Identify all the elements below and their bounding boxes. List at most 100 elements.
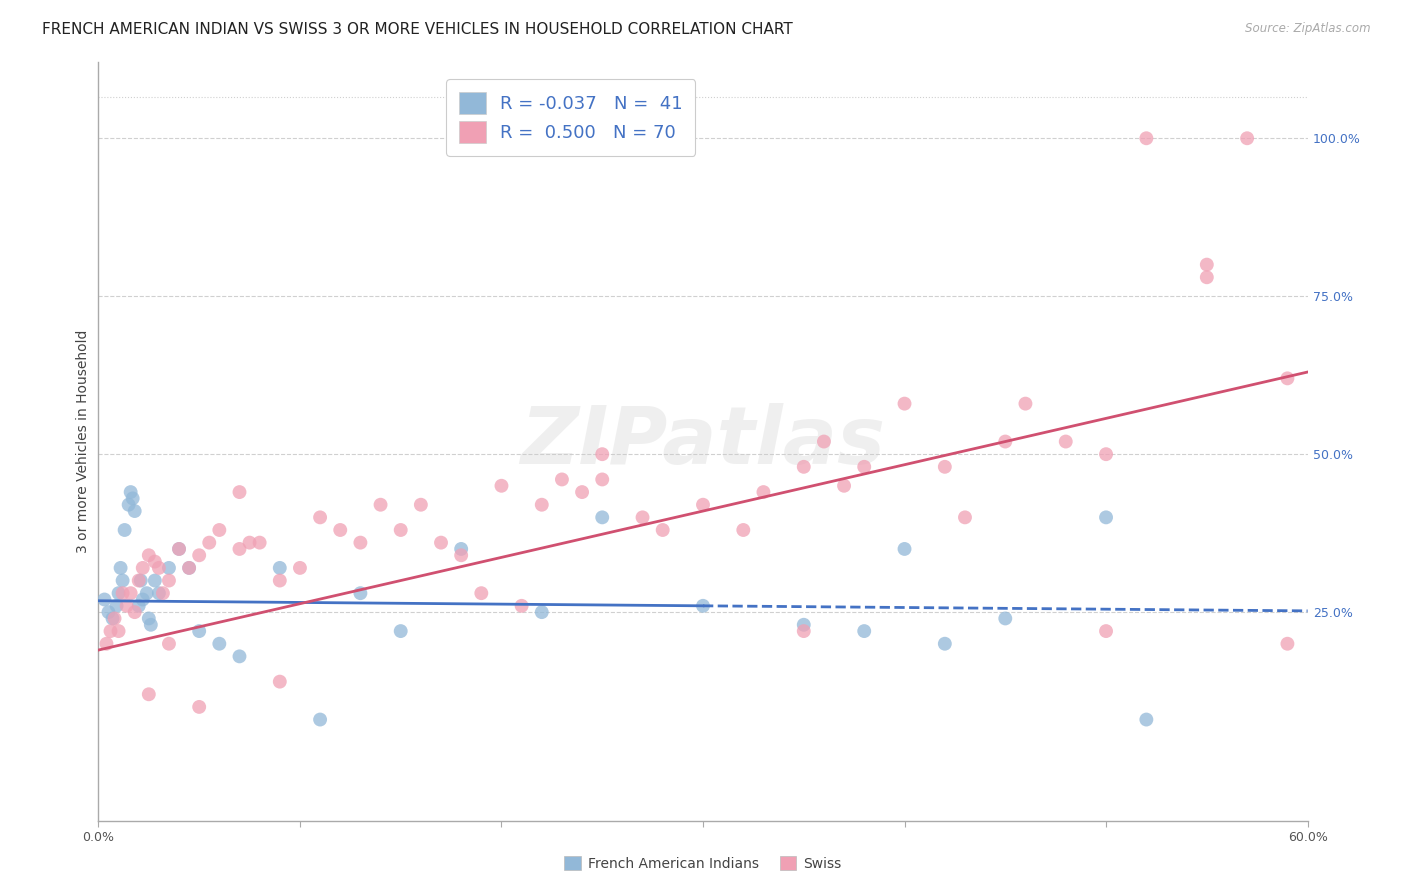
Point	[651, 523, 673, 537]
Point	[143, 555, 166, 569]
Point	[107, 586, 129, 600]
Point	[752, 485, 775, 500]
Point	[249, 535, 271, 549]
Text: ZIPatlas: ZIPatlas	[520, 402, 886, 481]
Point	[953, 510, 976, 524]
Point	[105, 599, 128, 613]
Point	[269, 674, 291, 689]
Point	[510, 599, 533, 613]
Y-axis label: 3 or more Vehicles in Household: 3 or more Vehicles in Household	[76, 330, 90, 553]
Point	[143, 574, 166, 588]
Point	[121, 491, 143, 506]
Point	[148, 586, 170, 600]
Point	[269, 561, 291, 575]
Point	[551, 473, 574, 487]
Point	[934, 637, 956, 651]
Point	[832, 479, 855, 493]
Point	[157, 574, 180, 588]
Point	[135, 586, 157, 600]
Point	[1277, 371, 1299, 385]
Point	[733, 523, 755, 537]
Point	[228, 485, 250, 500]
Point	[389, 523, 412, 537]
Point	[132, 561, 155, 575]
Point	[1135, 131, 1157, 145]
Legend: French American Indians, Swiss: French American Indians, Swiss	[558, 850, 848, 876]
Point	[115, 599, 138, 613]
Point	[167, 541, 190, 556]
Point	[349, 586, 371, 600]
Point	[110, 561, 132, 575]
Point	[1277, 637, 1299, 651]
Point	[450, 541, 472, 556]
Point	[530, 605, 553, 619]
Point	[208, 637, 231, 651]
Point	[152, 586, 174, 600]
Point	[853, 459, 876, 474]
Point	[288, 561, 311, 575]
Point	[228, 541, 250, 556]
Point	[813, 434, 835, 449]
Point	[1095, 447, 1118, 461]
Point	[157, 561, 180, 575]
Point	[994, 434, 1017, 449]
Point	[1014, 396, 1036, 410]
Point	[571, 485, 593, 500]
Point	[129, 574, 152, 588]
Point	[118, 498, 141, 512]
Point	[138, 548, 160, 563]
Point	[239, 535, 262, 549]
Point	[389, 624, 412, 639]
Legend: R = -0.037   N =  41, R =  0.500   N = 70: R = -0.037 N = 41, R = 0.500 N = 70	[446, 79, 696, 155]
Point	[329, 523, 352, 537]
Point	[309, 713, 332, 727]
Point	[934, 459, 956, 474]
Point	[188, 624, 211, 639]
Point	[1195, 258, 1218, 272]
Point	[107, 624, 129, 639]
Point	[1095, 624, 1118, 639]
Point	[793, 624, 815, 639]
Point	[692, 498, 714, 512]
Point	[409, 498, 432, 512]
Point	[128, 599, 150, 613]
Point	[208, 523, 231, 537]
Text: Source: ZipAtlas.com: Source: ZipAtlas.com	[1246, 22, 1371, 36]
Point	[893, 541, 915, 556]
Point	[179, 561, 201, 575]
Point	[692, 599, 714, 613]
Text: FRENCH AMERICAN INDIAN VS SWISS 3 OR MORE VEHICLES IN HOUSEHOLD CORRELATION CHAR: FRENCH AMERICAN INDIAN VS SWISS 3 OR MOR…	[42, 22, 793, 37]
Point	[138, 611, 160, 625]
Point	[111, 586, 134, 600]
Point	[139, 617, 162, 632]
Point	[100, 624, 122, 639]
Point	[101, 611, 124, 625]
Point	[470, 586, 492, 600]
Point	[188, 548, 211, 563]
Point	[430, 535, 453, 549]
Point	[1195, 270, 1218, 285]
Point	[491, 479, 513, 493]
Point	[128, 574, 150, 588]
Point	[148, 561, 170, 575]
Point	[111, 574, 134, 588]
Point	[591, 447, 613, 461]
Point	[1054, 434, 1077, 449]
Point	[450, 548, 472, 563]
Point	[103, 611, 125, 625]
Point	[97, 605, 120, 619]
Point	[124, 605, 146, 619]
Point	[631, 510, 654, 524]
Point	[793, 459, 815, 474]
Point	[853, 624, 876, 639]
Point	[93, 592, 115, 607]
Point	[188, 699, 211, 714]
Point	[1095, 510, 1118, 524]
Point	[793, 617, 815, 632]
Point	[124, 504, 146, 518]
Point	[893, 396, 915, 410]
Point	[120, 485, 142, 500]
Point	[530, 498, 553, 512]
Point	[179, 561, 201, 575]
Point	[994, 611, 1017, 625]
